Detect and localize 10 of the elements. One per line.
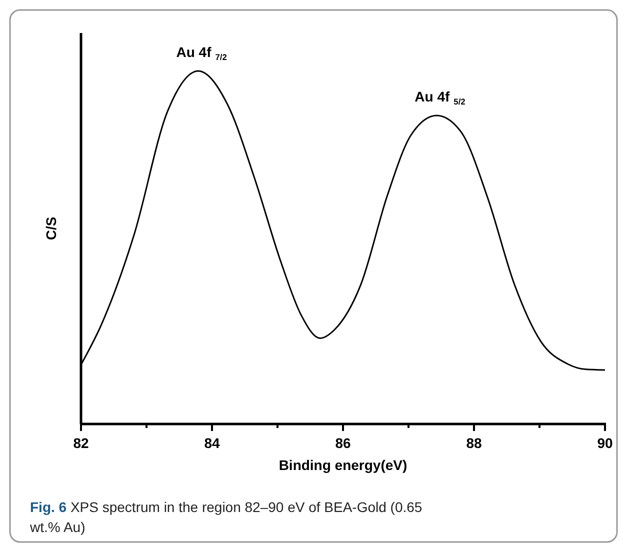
x-tick-label: 86: [335, 435, 351, 451]
caption: Fig. 6 XPS spectrum in the region 82–90 eV of BEA-Gold (0.65 wt.% Au): [29, 499, 422, 535]
annotation: Au 4f$_{5/2}$: [414, 88, 466, 107]
x-axis-title: Binding energy(eV): [278, 457, 408, 473]
x-tick-label: 90: [597, 435, 613, 451]
y-axis-title: C/S: [43, 216, 59, 240]
x-tick-label: 82: [73, 435, 89, 451]
x-tick-label: 84: [204, 435, 220, 451]
x-tick-label: 88: [466, 435, 482, 451]
annotation: Au 4f$_{7/2}$: [176, 44, 228, 62]
